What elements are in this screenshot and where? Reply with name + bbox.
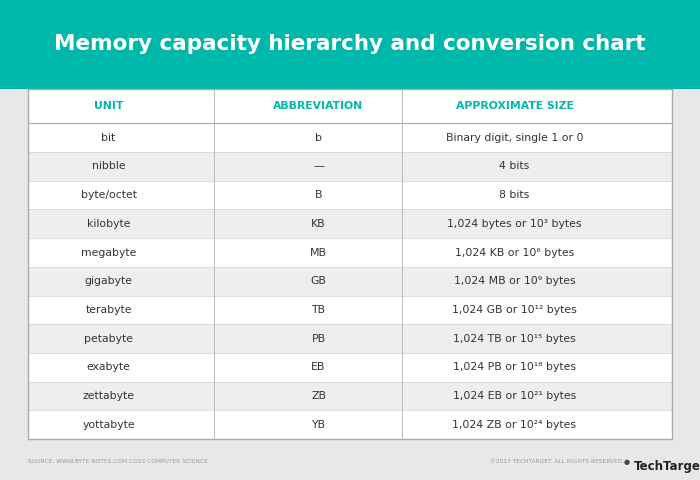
Text: byte/octet: byte/octet [80,190,136,200]
Text: —: — [313,161,324,171]
Text: 1,024 bytes or 10³ bytes: 1,024 bytes or 10³ bytes [447,219,582,229]
Text: APPROXIMATE SIZE: APPROXIMATE SIZE [456,101,573,111]
Text: gigabyte: gigabyte [85,276,132,286]
Text: Memory capacity hierarchy and conversion chart: Memory capacity hierarchy and conversion… [54,35,646,54]
Text: TB: TB [312,305,326,315]
Text: yottabyte: yottabyte [82,420,135,430]
Text: 1,024 MB or 10⁹ bytes: 1,024 MB or 10⁹ bytes [454,276,575,286]
Text: TechTarget: TechTarget [634,460,700,473]
Text: SOURCE: WWW.BYTE-NOTES.COM CGSS COMPUTER SCIENCE: SOURCE: WWW.BYTE-NOTES.COM CGSS COMPUTER… [28,459,208,464]
Text: 8 bits: 8 bits [499,190,530,200]
Text: petabyte: petabyte [84,334,133,344]
Text: 1,024 EB or 10²¹ bytes: 1,024 EB or 10²¹ bytes [453,391,576,401]
Text: 4 bits: 4 bits [499,161,530,171]
Text: KB: KB [312,219,326,229]
Text: ZB: ZB [311,391,326,401]
Text: megabyte: megabyte [80,248,136,258]
Text: ©2017 TECHTARGET. ALL RIGHTS RESERVED.: ©2017 TECHTARGET. ALL RIGHTS RESERVED. [490,459,624,464]
Text: MB: MB [310,248,327,258]
Text: nibble: nibble [92,161,125,171]
Text: B: B [315,190,322,200]
Text: 1,024 KB or 10⁶ bytes: 1,024 KB or 10⁶ bytes [455,248,574,258]
Text: 1,024 TB or 10¹⁵ bytes: 1,024 TB or 10¹⁵ bytes [453,334,576,344]
Text: GB: GB [311,276,326,286]
Text: zettabyte: zettabyte [83,391,134,401]
Text: YB: YB [312,420,326,430]
Text: UNIT: UNIT [94,101,123,111]
Text: bit: bit [102,132,116,143]
Text: 1,024 PB or 10¹⁸ bytes: 1,024 PB or 10¹⁸ bytes [453,362,576,372]
Text: ABBREVIATION: ABBREVIATION [274,101,363,111]
Text: Binary digit, single 1 or 0: Binary digit, single 1 or 0 [446,132,583,143]
Text: 1,024 ZB or 10²⁴ bytes: 1,024 ZB or 10²⁴ bytes [452,420,577,430]
Text: EB: EB [312,362,326,372]
Text: 1,024 GB or 10¹² bytes: 1,024 GB or 10¹² bytes [452,305,577,315]
Text: kilobyte: kilobyte [87,219,130,229]
Text: b: b [315,132,322,143]
Text: terabyte: terabyte [85,305,132,315]
Text: ●: ● [624,459,629,465]
Text: exabyte: exabyte [87,362,130,372]
Text: PB: PB [312,334,326,344]
